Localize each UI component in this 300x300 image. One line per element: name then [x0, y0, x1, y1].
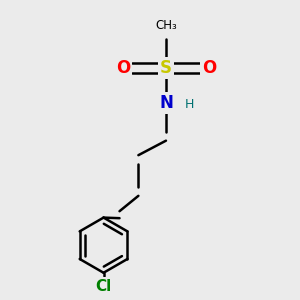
- Text: O: O: [202, 59, 216, 77]
- Text: N: N: [159, 94, 173, 112]
- Text: Cl: Cl: [95, 279, 112, 294]
- Text: S: S: [160, 59, 172, 77]
- Text: CH₃: CH₃: [155, 19, 177, 32]
- Text: H: H: [184, 98, 194, 112]
- Text: O: O: [116, 59, 130, 77]
